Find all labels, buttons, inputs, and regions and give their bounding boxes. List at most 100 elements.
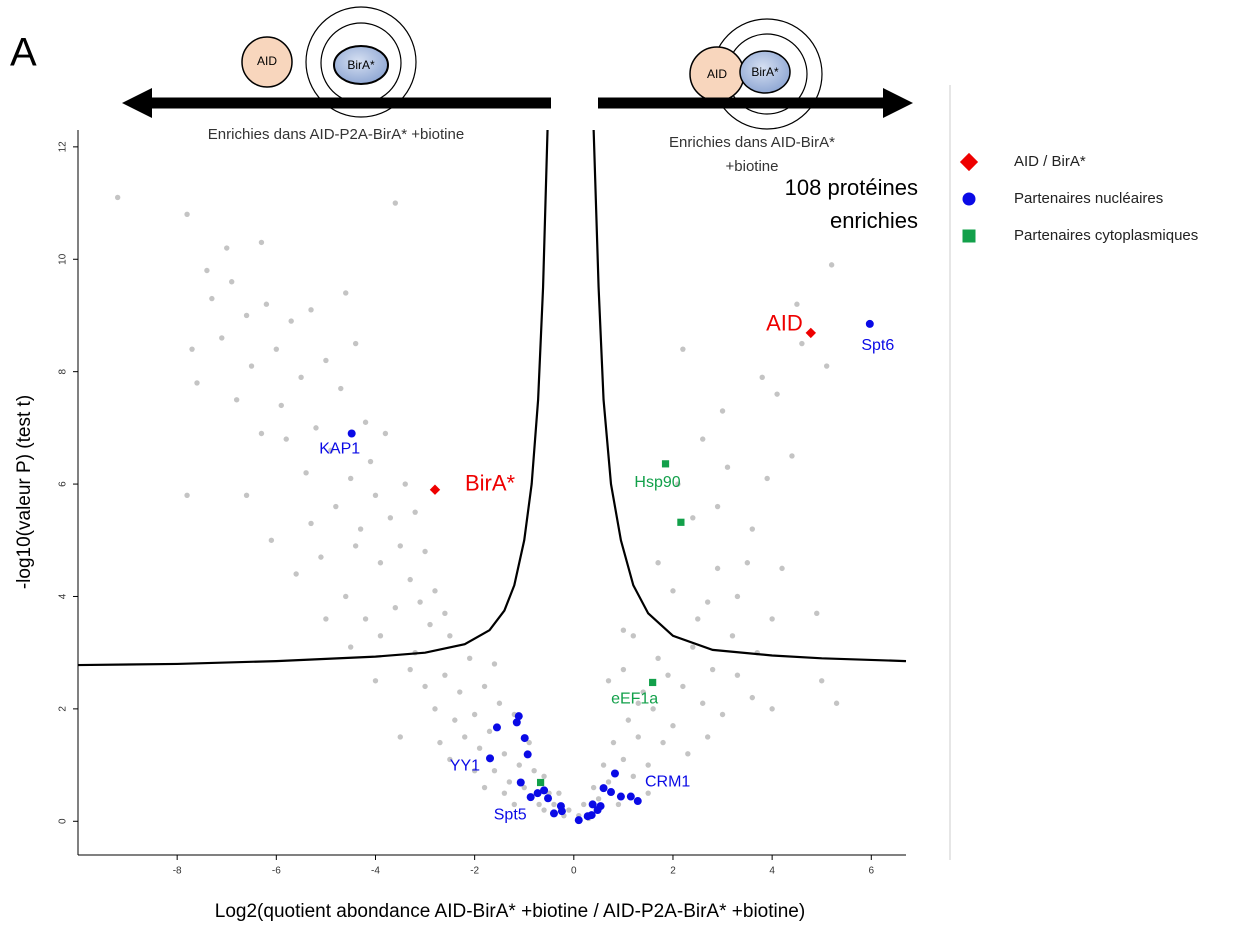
x-axis-title: Log2(quotient abondance AID-BirA* +bioti… [215, 901, 805, 922]
point [630, 633, 637, 639]
y-tick-label: 2 [58, 706, 69, 712]
point-label: YY1 [450, 758, 480, 775]
point [288, 318, 294, 324]
point [544, 794, 553, 803]
legend-label: Partenaires cytoplasmiques [1014, 227, 1198, 244]
point [655, 560, 661, 566]
point [429, 484, 441, 495]
point [799, 340, 805, 347]
point [462, 734, 468, 740]
x-tick-label: 4 [769, 866, 775, 877]
point [357, 526, 364, 532]
point [347, 644, 354, 650]
point [516, 778, 525, 787]
point [704, 734, 711, 740]
point [392, 605, 399, 611]
point [700, 436, 706, 442]
point [588, 800, 597, 809]
point [278, 402, 284, 409]
y-axis-title: -log10(valeur P) (test t) [14, 395, 35, 589]
point [476, 745, 483, 751]
point [794, 301, 800, 307]
point-label: eEF1a [611, 691, 658, 708]
point [620, 627, 627, 633]
point [248, 363, 255, 369]
point [959, 152, 979, 172]
point [675, 481, 681, 487]
point [709, 666, 716, 673]
arrow-label: +biotine [726, 158, 779, 175]
point [273, 346, 280, 352]
point [471, 767, 478, 774]
point [437, 739, 443, 746]
point [263, 301, 270, 307]
point [587, 811, 596, 820]
point [523, 750, 532, 759]
point [690, 644, 696, 650]
point [630, 773, 637, 780]
point [650, 706, 656, 712]
point [382, 430, 389, 437]
point-label: Hsp90 [634, 474, 680, 491]
point [209, 295, 215, 302]
point [184, 211, 190, 218]
point [680, 683, 686, 690]
point [828, 262, 835, 268]
point [427, 621, 433, 628]
point [685, 751, 691, 757]
point [512, 718, 521, 727]
point [556, 790, 562, 796]
y-tick-label: 6 [58, 481, 69, 487]
point [258, 239, 265, 246]
point [581, 801, 587, 808]
icon-label: AID [707, 67, 727, 81]
point [491, 661, 498, 667]
point [640, 689, 646, 695]
point [520, 734, 529, 743]
point [695, 616, 701, 622]
icon-right: AID BirA* [689, 18, 823, 130]
x-tick-label: -6 [272, 866, 281, 877]
point [352, 340, 359, 347]
point [486, 728, 493, 735]
point [303, 470, 309, 476]
point [491, 767, 498, 774]
arrow-label: Enrichies dans AID-P2A-BirA* +biotine [208, 126, 464, 143]
panel-label: A [10, 31, 37, 75]
point [774, 391, 780, 397]
point [432, 588, 438, 594]
point [616, 792, 625, 801]
point [660, 739, 666, 746]
point [352, 543, 359, 549]
x-tick-label: -2 [470, 866, 479, 877]
y-tick-label: 0 [58, 818, 69, 824]
point [704, 599, 711, 605]
point-label: AID [766, 311, 803, 336]
point [606, 788, 615, 797]
point [347, 429, 356, 438]
y-tick-label: 4 [58, 593, 69, 599]
point [677, 518, 685, 526]
point [521, 784, 527, 791]
point [377, 633, 384, 639]
x-tick-label: -8 [173, 866, 182, 877]
point [805, 327, 817, 339]
point [625, 717, 632, 723]
point [481, 683, 488, 690]
icon-label: BirA* [751, 65, 779, 79]
point [789, 453, 795, 459]
point [194, 380, 200, 386]
point [549, 809, 558, 818]
point [224, 245, 230, 251]
legend-label: AID / BirA* [1014, 153, 1086, 170]
point [540, 786, 549, 795]
point [734, 672, 741, 678]
point [661, 460, 670, 468]
icon-label: AID [257, 54, 277, 68]
point [635, 700, 641, 706]
threshold-curve [592, 129, 907, 663]
point [466, 655, 473, 661]
point [620, 756, 627, 763]
point [318, 554, 324, 560]
point [962, 192, 976, 206]
